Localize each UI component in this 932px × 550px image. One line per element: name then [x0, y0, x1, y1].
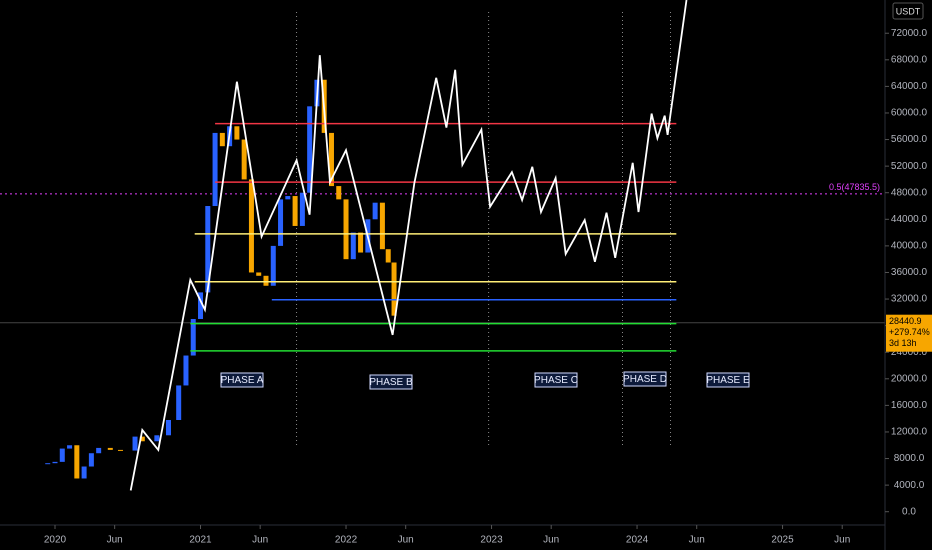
y-tick-label: 24000.0 [891, 347, 928, 358]
phase-box [534, 372, 578, 388]
candle [391, 262, 397, 316]
unit-box [892, 2, 924, 20]
y-tick-label: 12000.0 [891, 427, 928, 438]
phase-label: PHASE D [623, 371, 667, 387]
candle [328, 132, 334, 187]
phase-label: PHASE E [706, 372, 750, 388]
x-tick-label: Jun [543, 535, 559, 546]
phase-label: PHASE C [534, 372, 578, 388]
candle [183, 355, 189, 386]
candle [372, 202, 378, 220]
candle [350, 232, 356, 260]
candle [45, 463, 51, 465]
fib-label: 0.5(47835.5) [829, 182, 880, 192]
y-tick-label: 48000.0 [891, 187, 928, 198]
candle [263, 275, 269, 286]
price-tag-countdown: 3d 13h [889, 338, 917, 348]
y-tick-label: 32000.0 [891, 294, 928, 305]
x-tick-label: 2024 [626, 535, 649, 546]
phase-text: PHASE B [369, 377, 413, 388]
projection-line [129, 0, 688, 491]
phase-text: PHASE C [534, 375, 578, 386]
x-tick-label: 2023 [480, 535, 503, 546]
candle [307, 106, 313, 193]
x-tick-label: Jun [398, 535, 414, 546]
candle [52, 461, 58, 464]
candle [385, 249, 391, 263]
candle [292, 196, 298, 226]
y-tick-label: 56000.0 [891, 134, 928, 145]
y-tick-label: 36000.0 [891, 267, 928, 278]
unit-label: USDT [896, 6, 921, 16]
x-tick-label: 2025 [771, 535, 794, 546]
candle [74, 445, 80, 479]
phase-text: PHASE D [623, 374, 667, 385]
price-tag-change: +279.74% [889, 327, 930, 337]
candle [241, 139, 247, 180]
phase-label: PHASE B [369, 374, 413, 390]
y-tick-label: 20000.0 [891, 373, 928, 384]
candle [139, 436, 145, 442]
y-tick-label: 16000.0 [891, 400, 928, 411]
x-tick-label: 2020 [44, 535, 67, 546]
y-tick-label: 0.0 [902, 506, 916, 517]
y-tick-label: 68000.0 [891, 54, 928, 65]
candle [219, 132, 225, 147]
candle [117, 449, 123, 451]
y-tick-label: 40000.0 [891, 241, 928, 252]
candle [299, 192, 305, 226]
candle [270, 245, 276, 286]
candle [205, 206, 211, 293]
candle [132, 436, 138, 451]
y-tick-label: 72000.0 [891, 28, 928, 39]
candle [67, 445, 73, 449]
candle [96, 447, 102, 454]
phase-box [369, 374, 413, 390]
candle [107, 447, 113, 450]
phase-box [706, 372, 750, 388]
phase-text: PHASE E [706, 375, 750, 386]
candle [190, 318, 196, 356]
candle [81, 466, 87, 479]
candle [379, 202, 385, 250]
y-tick-label: 60000.0 [891, 108, 928, 119]
candle [212, 132, 218, 207]
candle [343, 199, 349, 260]
plot-area: 0.5(47835.5) [0, 0, 885, 491]
x-tick-label: 2021 [189, 535, 212, 546]
candle [166, 420, 172, 436]
y-tick-label: 44000.0 [891, 214, 928, 225]
candle [278, 199, 284, 246]
candle [234, 126, 240, 140]
x-tick-label: Jun [834, 535, 850, 546]
y-tick-label: 8000.0 [894, 453, 925, 464]
phase-text: PHASE A [221, 375, 264, 386]
price-tag-value: 28440.9 [889, 316, 922, 326]
candle [248, 179, 254, 273]
x-tick-label: 2022 [335, 535, 358, 546]
x-tick-label: Jun [689, 535, 705, 546]
candle [336, 186, 342, 200]
phase-box [220, 372, 264, 388]
candle [88, 453, 94, 467]
candle [154, 435, 160, 442]
candle [176, 385, 182, 420]
y-tick-label: 64000.0 [891, 81, 928, 92]
phase-label: PHASE A [220, 372, 264, 388]
x-tick-label: Jun [252, 535, 268, 546]
candle [59, 448, 65, 462]
candle [358, 232, 364, 253]
y-tick-label: 4000.0 [894, 480, 925, 491]
phase-box [623, 371, 667, 387]
candle [256, 272, 262, 276]
price-tag [886, 314, 932, 352]
x-tick-label: Jun [107, 535, 123, 546]
y-tick-label: 52000.0 [891, 161, 928, 172]
candle [198, 292, 204, 319]
candle [285, 196, 291, 200]
